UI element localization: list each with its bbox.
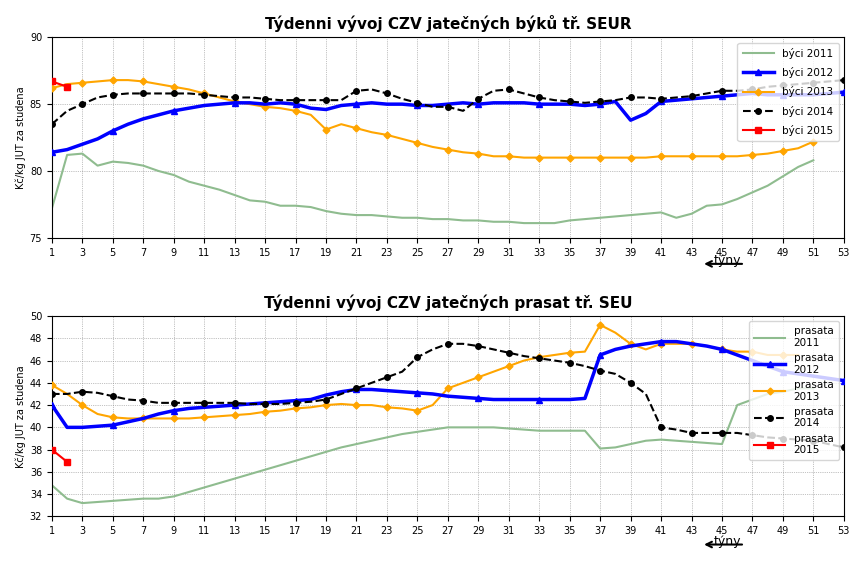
Line: prasata
2014: prasata 2014 bbox=[49, 341, 847, 450]
býci 2012 bbox=[47, 149, 57, 156]
Y-axis label: Kč/kg JUT za studena: Kč/kg JUT za studena bbox=[15, 86, 25, 189]
Line: býci 2012: býci 2012 bbox=[49, 89, 847, 155]
býci 2013 bbox=[549, 154, 560, 161]
prasata
2013 bbox=[747, 348, 758, 355]
býci 2011 bbox=[47, 205, 57, 212]
býci 2011 bbox=[747, 189, 758, 196]
prasata
2014 bbox=[443, 341, 453, 347]
býci 2013 bbox=[747, 152, 758, 158]
býci 2011 bbox=[503, 219, 514, 225]
Line: býci 2015: býci 2015 bbox=[48, 78, 71, 90]
prasata
2014 bbox=[839, 444, 849, 451]
býci 2011 bbox=[260, 198, 270, 205]
prasata
2011 bbox=[747, 396, 758, 403]
býci 2012 bbox=[747, 90, 758, 97]
prasata
2012 bbox=[656, 338, 666, 345]
prasata
2011 bbox=[656, 436, 666, 443]
Line: prasata
2012: prasata 2012 bbox=[49, 339, 847, 430]
prasata
2011 bbox=[260, 466, 270, 473]
prasata
2014 bbox=[565, 359, 575, 366]
býci 2014 bbox=[839, 77, 849, 84]
býci 2012 bbox=[839, 89, 849, 96]
Y-axis label: Kč/kg JUT za studena: Kč/kg JUT za studena bbox=[15, 365, 26, 468]
Legend: prasata
2011, prasata
2012, prasata
2013, prasata
2014, prasata
2015: prasata 2011, prasata 2012, prasata 2013… bbox=[749, 321, 838, 460]
prasata
2015 bbox=[47, 446, 57, 453]
prasata
2013 bbox=[656, 341, 666, 347]
prasata
2013 bbox=[503, 362, 514, 369]
prasata
2012 bbox=[47, 402, 57, 409]
prasata
2011 bbox=[47, 482, 57, 488]
Title: Týdenni vývoj CZV jatečných prasat tř. SEU: Týdenni vývoj CZV jatečných prasat tř. S… bbox=[264, 294, 632, 311]
Line: prasata
2013: prasata 2013 bbox=[49, 323, 800, 421]
Legend: býci 2011, býci 2012, býci 2013, býci 2014, býci 2015: býci 2011, býci 2012, býci 2013, býci 20… bbox=[738, 43, 838, 141]
býci 2014 bbox=[549, 97, 560, 103]
prasata
2014 bbox=[47, 391, 57, 397]
býci 2014 bbox=[47, 121, 57, 128]
býci 2014 bbox=[656, 96, 666, 102]
býci 2013 bbox=[656, 153, 666, 160]
býci 2015 bbox=[62, 83, 73, 90]
býci 2012 bbox=[260, 101, 270, 107]
prasata
2012 bbox=[580, 395, 590, 402]
Text: týny: týny bbox=[714, 534, 740, 547]
prasata
2014 bbox=[671, 426, 682, 433]
býci 2012 bbox=[503, 99, 514, 106]
Line: prasata
2015: prasata 2015 bbox=[48, 446, 71, 465]
prasata
2012 bbox=[62, 424, 73, 430]
prasata
2013 bbox=[549, 352, 560, 359]
prasata
2014 bbox=[519, 353, 529, 360]
prasata
2014 bbox=[260, 401, 270, 407]
prasata
2012 bbox=[839, 377, 849, 384]
prasata
2011 bbox=[519, 426, 529, 433]
býci 2015 bbox=[47, 78, 57, 85]
prasata
2012 bbox=[565, 396, 575, 403]
Line: prasata
2011: prasata 2011 bbox=[52, 388, 813, 503]
býci 2013 bbox=[503, 153, 514, 160]
býci 2011 bbox=[656, 209, 666, 216]
prasata
2013 bbox=[47, 382, 57, 388]
prasata
2011 bbox=[549, 427, 560, 434]
prasata
2012 bbox=[519, 396, 529, 403]
Title: Týdenni vývoj CZV jatečných býků tř. SEUR: Týdenni vývoj CZV jatečných býků tř. SEU… bbox=[265, 15, 631, 32]
prasata
2015 bbox=[62, 459, 73, 465]
býci 2014 bbox=[747, 86, 758, 93]
Line: býci 2011: býci 2011 bbox=[52, 153, 813, 223]
býci 2011 bbox=[549, 220, 560, 226]
Line: býci 2013: býci 2013 bbox=[49, 78, 816, 160]
prasata
2012 bbox=[534, 396, 544, 403]
prasata
2014 bbox=[762, 434, 772, 441]
býci 2012 bbox=[549, 101, 560, 107]
býci 2012 bbox=[656, 98, 666, 105]
prasata
2014 bbox=[534, 355, 544, 362]
Text: týny: týny bbox=[714, 254, 740, 267]
prasata
2012 bbox=[686, 341, 696, 347]
býci 2011 bbox=[519, 220, 529, 226]
prasata
2013 bbox=[519, 357, 529, 364]
býci 2013 bbox=[519, 154, 529, 161]
prasata
2011 bbox=[503, 425, 514, 432]
býci 2013 bbox=[260, 103, 270, 110]
býci 2014 bbox=[503, 86, 514, 93]
Line: býci 2014: býci 2014 bbox=[49, 78, 847, 127]
býci 2013 bbox=[47, 85, 57, 92]
býci 2014 bbox=[519, 90, 529, 97]
prasata
2012 bbox=[275, 398, 285, 405]
býci 2014 bbox=[260, 96, 270, 102]
býci 2012 bbox=[519, 99, 529, 106]
prasata
2013 bbox=[260, 409, 270, 415]
